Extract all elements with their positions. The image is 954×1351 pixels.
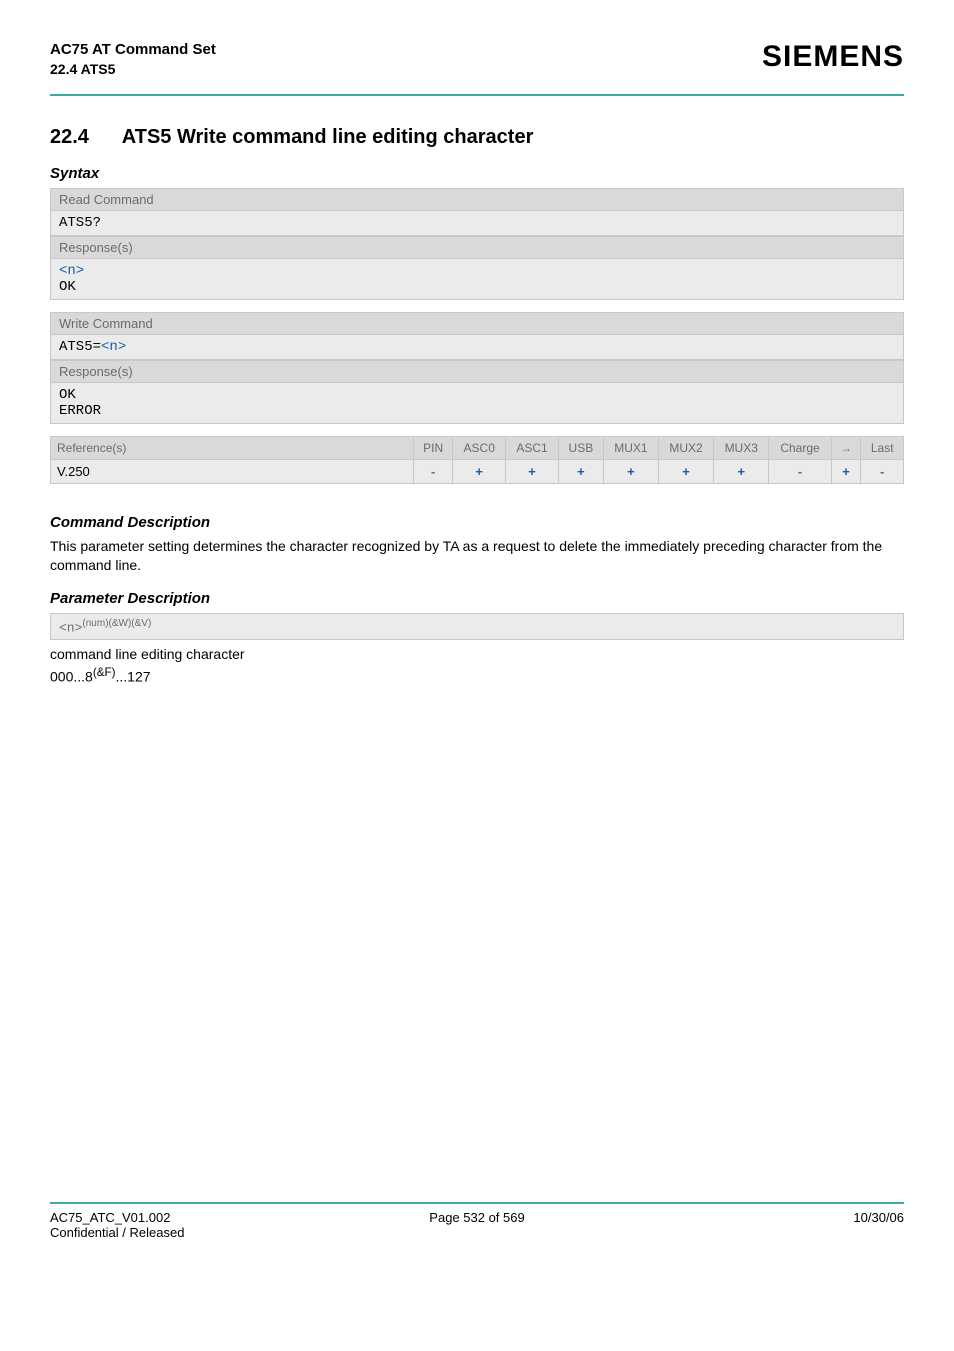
ref-col-mux3: MUX3 [714,436,769,459]
ref-val-last: - [861,459,904,483]
footer-confidential: Confidential / Released [50,1225,184,1240]
ref-val-usb: + [558,459,603,483]
response-ok: OK [59,279,76,295]
read-command-label: Read Command [50,188,904,211]
section-title: ATS5 Write command line editing characte… [122,126,534,148]
page-header: AC75 AT Command Set 22.4 ATS5 SIEMENS [50,40,904,88]
doc-title: AC75 AT Command Set [50,40,216,60]
parameter-code: <n>(num)(&W)(&V) [50,613,904,640]
parameter-range-pre: 000...8 [50,669,93,685]
section-heading: 22.4 ATS5 Write command line editing cha… [50,126,904,149]
read-command-code: ATS5? [50,211,904,236]
footer-doc-id: AC75_ATC_V01.002 [50,1210,170,1225]
page-footer: AC75_ATC_V01.002 Confidential / Released… [50,1202,904,1240]
arrow-icon: → [840,441,852,455]
parameter-range: 000...8(&F)...127 [50,666,904,685]
parameter-description-label: Parameter Description [50,590,904,607]
brand-logo: SIEMENS [762,40,904,74]
parameter-code-n: <n> [59,620,82,635]
parameter-range-sup: (&F) [93,666,116,679]
header-section-ref: 22.4 ATS5 [50,60,216,78]
ref-val-mux1: + [603,459,658,483]
ref-val-pin: - [414,459,453,483]
reference-label: Reference(s) [51,436,414,459]
ref-val-charge: - [769,459,831,483]
ref-col-pin: PIN [414,436,453,459]
ref-val-arrow: + [831,459,861,483]
write-response-label: Response(s) [50,360,904,383]
ref-col-asc1: ASC1 [506,436,559,459]
ref-val-mux3: + [714,459,769,483]
parameter-desc-text: command line editing character [50,646,904,662]
parameter-range-post: ...127 [116,669,151,685]
ref-col-mux1: MUX1 [603,436,658,459]
reference-header-row: Reference(s) PIN ASC0 ASC1 USB MUX1 MUX2… [51,436,904,459]
ref-col-asc0: ASC0 [453,436,506,459]
section-number: 22.4 [50,126,89,148]
parameter-code-sup: (num)(&W)(&V) [82,618,151,629]
footer-left: AC75_ATC_V01.002 Confidential / Released [50,1210,335,1240]
ref-val-asc0: + [453,459,506,483]
write-command-prefix: ATS5= [59,339,101,355]
command-description-label: Command Description [50,514,904,531]
reference-value-row: V.250 - + + + + + + - + - [51,459,904,483]
header-rule [50,94,904,96]
read-response-body: <n> OK [50,259,904,300]
ref-col-mux2: MUX2 [658,436,713,459]
write-response-body: OK ERROR [50,383,904,424]
read-response-label: Response(s) [50,236,904,259]
reference-table: Reference(s) PIN ASC0 ASC1 USB MUX1 MUX2… [50,436,904,484]
syntax-label: Syntax [50,165,904,182]
footer-page-number: Page 532 of 569 [335,1210,620,1240]
write-response-ok: OK [59,387,76,403]
write-command-label: Write Command [50,312,904,335]
ref-col-charge: Charge [769,436,831,459]
footer-date: 10/30/06 [619,1210,904,1240]
ref-col-last: Last [861,436,904,459]
ref-col-arrow: → [831,436,861,459]
header-left: AC75 AT Command Set 22.4 ATS5 [50,40,216,78]
write-command-token: <n> [101,339,126,355]
command-description-text: This parameter setting determines the ch… [50,537,904,576]
syntax-block-read: Read Command ATS5? Response(s) <n> OK [50,188,904,300]
ref-val-mux2: + [658,459,713,483]
ref-val-asc1: + [506,459,559,483]
ref-col-usb: USB [558,436,603,459]
response-token-n: <n> [59,263,84,279]
ref-row-label: V.250 [51,459,414,483]
write-response-error: ERROR [59,403,101,419]
write-command-code: ATS5=<n> [50,335,904,360]
syntax-block-write: Write Command ATS5=<n> Response(s) OK ER… [50,312,904,424]
